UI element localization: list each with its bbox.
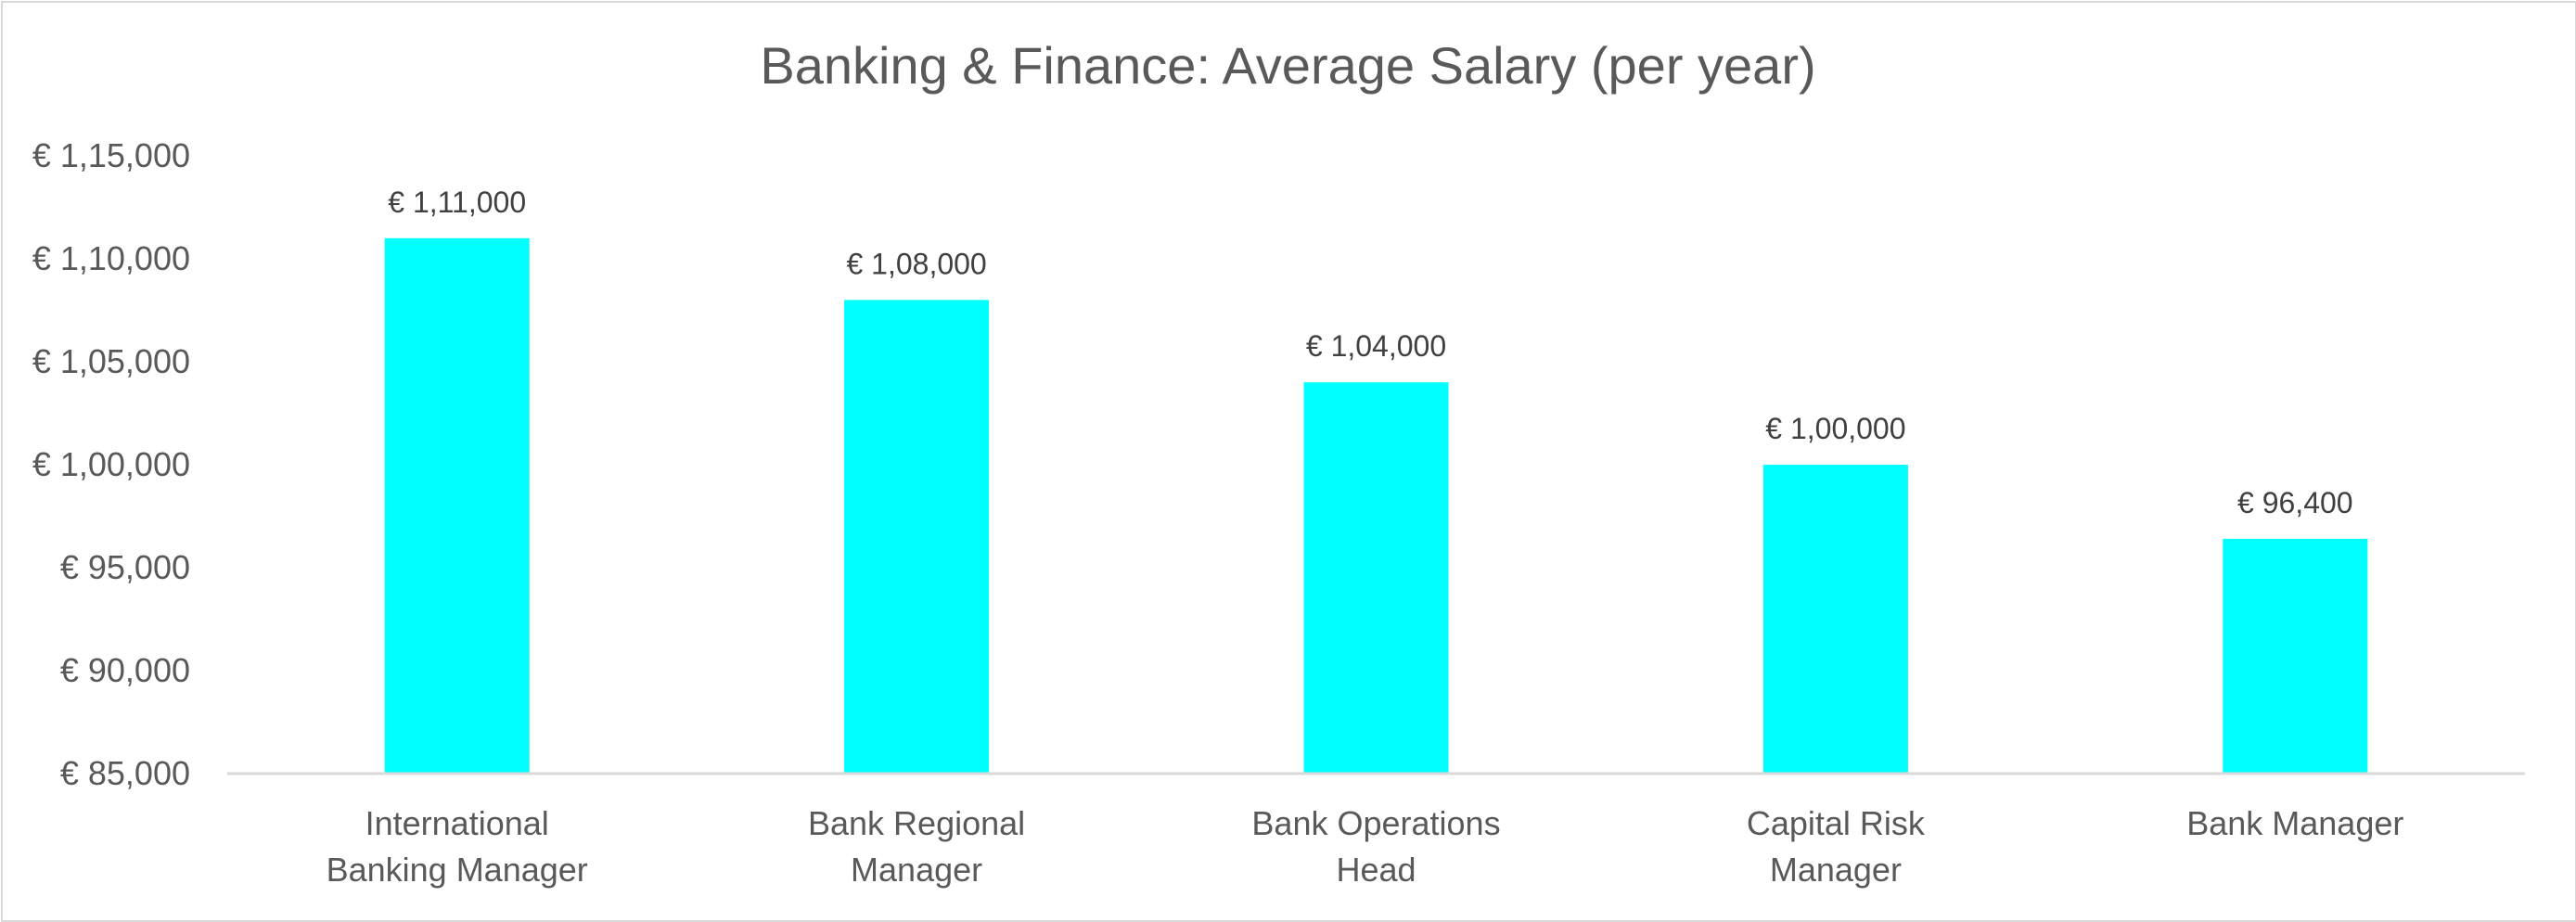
y-tick-label: € 1,05,000 xyxy=(32,342,190,380)
x-tick-label: Capital Risk Manager xyxy=(1747,804,1926,889)
bars xyxy=(384,237,2368,774)
x-tick-label: Bank Manager xyxy=(2186,804,2403,842)
bar xyxy=(384,237,530,774)
bar xyxy=(2223,538,2368,774)
bar xyxy=(844,300,990,774)
bar xyxy=(1303,382,1449,774)
x-tick-label: Bank Regional Manager xyxy=(808,804,1025,889)
y-tick-label: € 95,000 xyxy=(60,548,190,586)
bar xyxy=(1762,465,1908,774)
y-tick-label: € 1,00,000 xyxy=(32,445,190,483)
data-label: € 1,00,000 xyxy=(1765,412,1905,445)
y-tick-label: € 85,000 xyxy=(60,754,190,792)
y-axis-tick-labels: € 85,000 € 90,000 € 95,000 € 1,00,000 € 1,05… xyxy=(32,136,190,792)
data-label: € 1,11,000 xyxy=(388,186,526,219)
x-axis-category-labels: International Banking Manager Bank Regiona… xyxy=(327,804,2404,889)
data-label: € 1,08,000 xyxy=(846,247,986,280)
y-tick-label: € 90,000 xyxy=(60,651,190,689)
data-label: € 1,04,000 xyxy=(1306,329,1446,363)
y-tick-label: € 1,15,000 xyxy=(32,136,190,174)
x-tick-label: International Banking Manager xyxy=(327,804,588,889)
y-tick-label: € 1,10,000 xyxy=(32,239,190,277)
data-label: € 96,400 xyxy=(2237,486,2353,519)
chart-title: Banking & Finance: Average Salary (per y… xyxy=(760,36,1816,95)
data-labels: € 1,11,000 € 1,08,000 € 1,04,000 € 1,00,000… xyxy=(388,186,2352,519)
x-tick-label: Bank Operations Head xyxy=(1251,804,1500,889)
